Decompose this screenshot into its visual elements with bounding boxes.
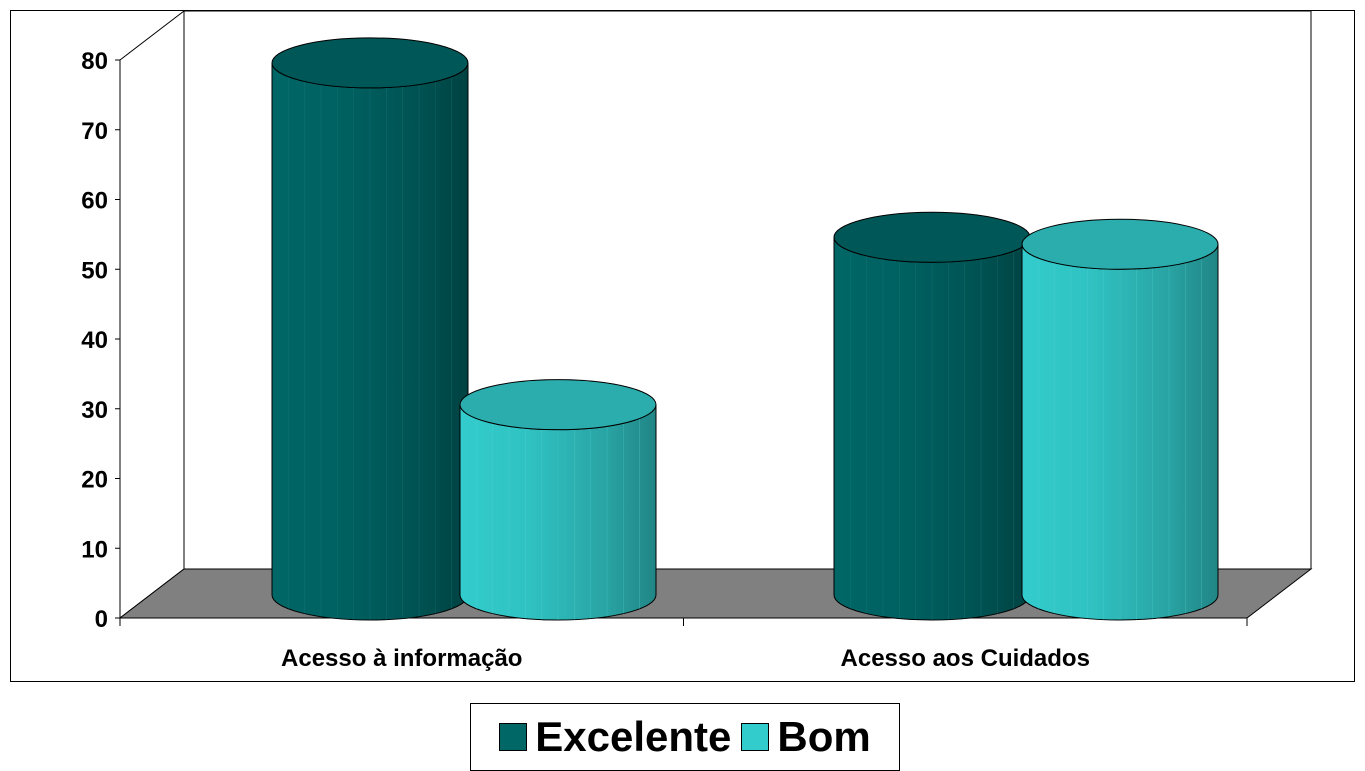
y-tick-label: 50	[81, 257, 108, 284]
bar-top-excelente-1	[833, 211, 1031, 263]
legend-swatch-bom	[741, 723, 770, 751]
y-tick-label: 30	[81, 397, 108, 424]
y-tick-label: 10	[81, 536, 108, 563]
legend-item-bom: Bom	[741, 713, 871, 760]
bar-top-bom-1	[1021, 218, 1219, 270]
side-wall	[119, 9, 185, 620]
y-tick-label: 80	[81, 48, 108, 75]
bar-top-excelente-0	[271, 37, 469, 89]
y-tick-label: 60	[81, 188, 108, 215]
legend-swatch-excelente	[499, 723, 528, 751]
bar-top-bom-0	[459, 379, 657, 431]
y-tick-label: 40	[81, 327, 108, 354]
x-tick-label: Acesso à informação	[281, 645, 522, 672]
y-tick-label: 20	[81, 467, 108, 494]
x-tick-label: Acesso aos Cuidados	[841, 645, 1090, 672]
legend-label-bom: Bom	[777, 713, 871, 760]
y-tick-label: 70	[81, 118, 108, 145]
legend: Excelente Bom	[470, 703, 900, 771]
y-tick-label: 0	[95, 606, 108, 633]
legend-item-excelente: Excelente	[499, 716, 731, 758]
chart-plot: 0 10 20 30 40 50 60 70 80 Acesso à informação Aces…	[81, 9, 1313, 672]
legend-label-excelente: Excelente	[535, 713, 732, 760]
